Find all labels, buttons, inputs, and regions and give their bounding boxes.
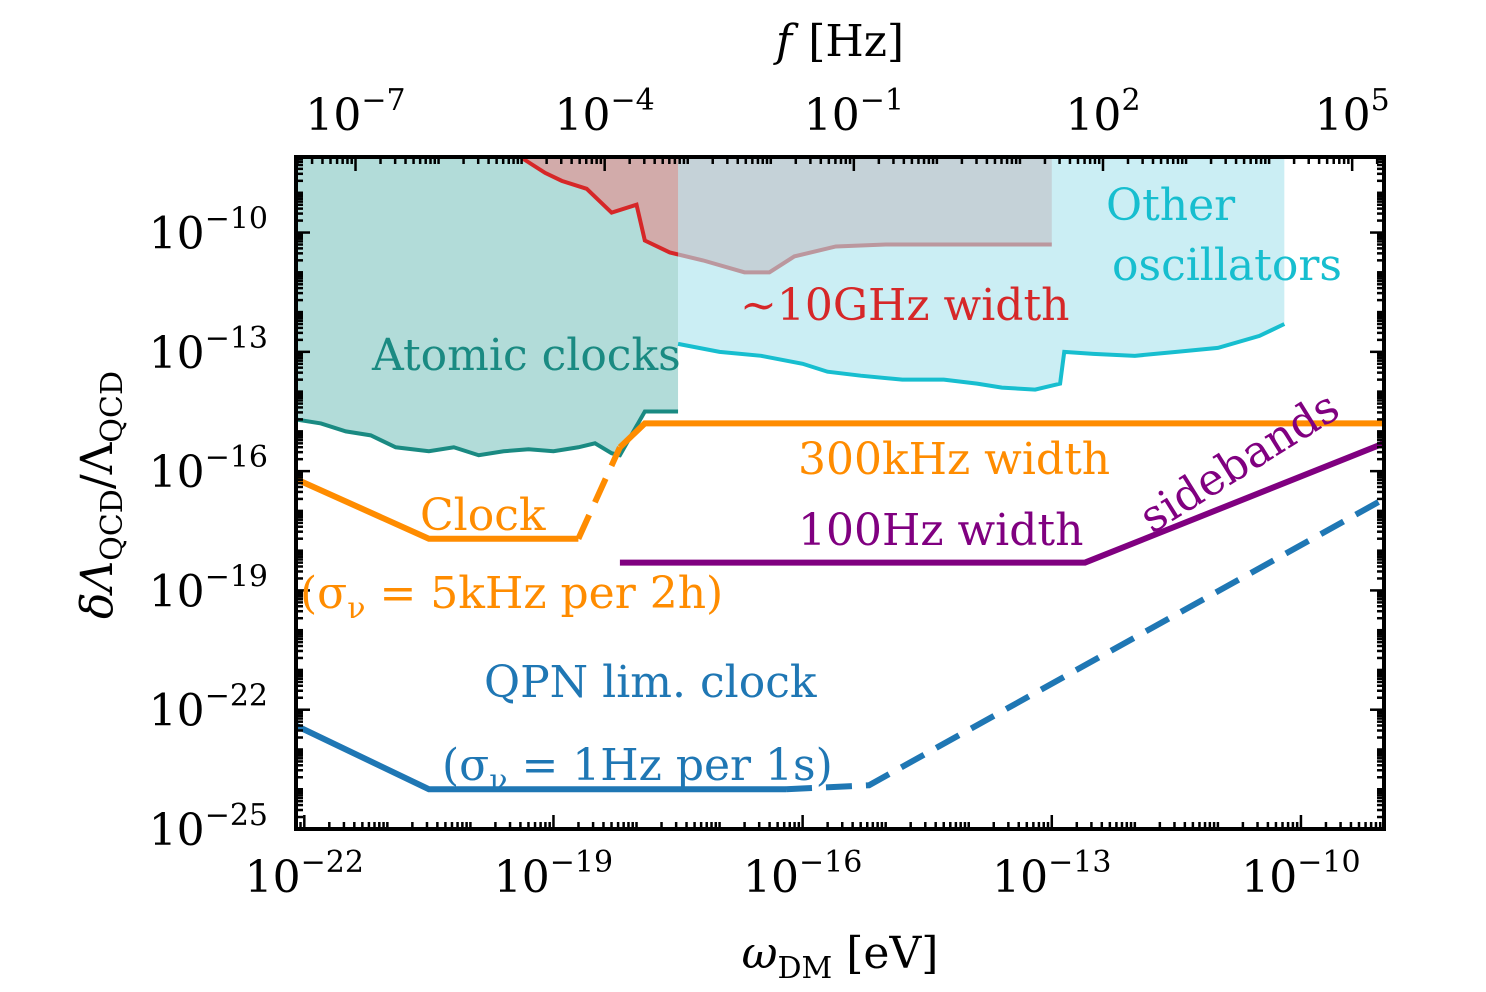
clock-sigma-sub: ν — [347, 591, 365, 626]
annotation-clock: Clock — [420, 490, 546, 541]
annotation-100hz-width: 100Hz width — [798, 505, 1083, 556]
series-lines — [296, 420, 1384, 793]
annotation-other: Other — [1106, 180, 1236, 231]
region-other-oscillators — [678, 157, 1285, 390]
x-tick-label: 10−16 — [743, 845, 862, 903]
series-line-clock-5khz-per-2h-solid — [296, 476, 579, 542]
annotation-clock-sigma: (σν = 5kHz per 2h) — [300, 568, 723, 626]
shaded-regions — [296, 157, 1286, 458]
y-axis-label-pre: δΛ — [72, 561, 123, 619]
annotation-qpn-sigma: (σν = 1Hz per 1s) — [442, 740, 833, 798]
qpn-sigma-rest: = 1Hz per 1s) — [507, 740, 832, 791]
x-axis-label: ωDM [eV] — [742, 928, 939, 986]
y-tick-label: 10−19 — [149, 559, 268, 617]
x-axis-label-unit: [eV] — [846, 928, 938, 979]
y-axis-label-sub1: QCD — [95, 489, 130, 561]
clock-sigma-open: (σ — [300, 568, 347, 619]
x-tick-label: 10−19 — [494, 845, 613, 903]
annotation-qpn-lim-clock: QPN lim. clock — [484, 657, 817, 708]
region-atomic-clocks — [296, 157, 679, 456]
annotation-10ghz-width: ~10GHz width — [740, 280, 1069, 331]
y-tick-label: 10−22 — [149, 679, 268, 737]
x-tick-label: 10−10 — [1241, 845, 1360, 903]
y-tick-label: 10−10 — [149, 202, 268, 260]
x-axis-label-main: ω — [742, 928, 778, 979]
qpn-sigma-sub: ν — [489, 763, 507, 798]
y-axis-label-mid: /Λ — [72, 441, 123, 489]
annotation-oscillators: oscillators — [1112, 240, 1342, 291]
x-tick-label: 10−13 — [992, 845, 1111, 903]
top-axis-label: f [Hz] — [773, 16, 904, 67]
series-line-clock-5khz-per-2h-dashed — [575, 446, 623, 540]
x-axis-label-sub: DM — [777, 951, 832, 986]
top-x-tick-label: 102 — [1065, 83, 1140, 141]
qpn-sigma-open: (σ — [442, 740, 489, 791]
annotation-sidebands: sidebands — [1131, 381, 1348, 543]
top-x-tick-label: 10−7 — [305, 83, 405, 141]
region-edge-other-oscillators — [677, 322, 1286, 392]
annotation-atomic-clocks: Atomic clocks — [371, 330, 681, 381]
y-tick-label: 10−13 — [149, 321, 268, 379]
series-line-100hz-width-solid — [619, 440, 1384, 566]
y-axis-label-sub2: QCD — [95, 371, 130, 443]
top-x-tick-label: 105 — [1315, 83, 1390, 141]
top-x-tick-label: 10−4 — [555, 83, 655, 141]
y-tick-label: 10−25 — [149, 798, 268, 856]
series-line-300khz-width-solid — [617, 420, 1384, 450]
x-tick-label: 10−22 — [245, 845, 364, 903]
tick-labels: 10−22 10−19 10−16 10−13 10−10 10−7 10−4 10−1 102… — [149, 83, 1390, 903]
clock-sigma-rest: = 5kHz per 2h) — [365, 568, 723, 619]
annotation-300khz-width: 300kHz width — [798, 434, 1110, 485]
top-axis-label-main: f — [773, 16, 799, 67]
y-tick-label: 10−16 — [149, 440, 268, 498]
axis-ticks — [295, 157, 1386, 831]
series-line-qpn-lim-clock-1hz-per-1s-solid — [296, 722, 787, 793]
top-axis-label-unit: [Hz] — [808, 16, 904, 67]
series-line-qpn-lim-clock-1hz-per-1s-dashed — [785, 496, 1384, 793]
y-axis-label: δΛQCD/ΛQCD — [72, 371, 130, 619]
top-x-tick-label: 10−1 — [804, 83, 904, 141]
